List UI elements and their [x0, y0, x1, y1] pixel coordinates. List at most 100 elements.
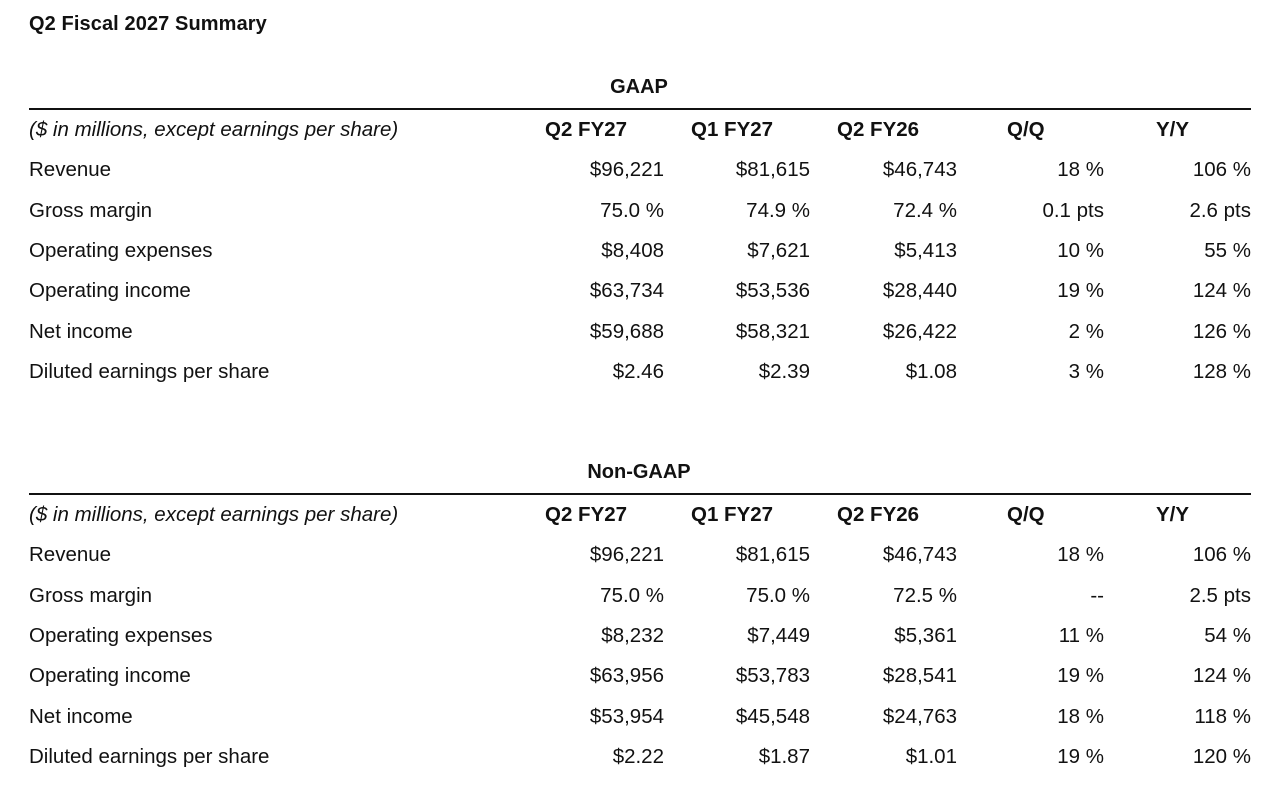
units-note: ($ in millions, except earnings per shar…	[29, 118, 399, 142]
table-row: Operating income $63,956 $53,783 $28,541 19 …	[29, 656, 1251, 696]
row-label: Diluted earnings per share	[29, 744, 270, 768]
column-header: Q2 FY27	[545, 503, 628, 527]
cell-value: 72.5 %	[893, 583, 957, 607]
row-label: Operating expenses	[29, 239, 213, 263]
cell-value: 0.1 pts	[1042, 198, 1104, 222]
cell-value: 120 %	[1192, 744, 1251, 768]
cell-value: $7,621	[747, 239, 810, 263]
cell-value: $46,743	[882, 543, 957, 567]
cell-value: $53,536	[735, 279, 810, 303]
cell-value: $28,440	[882, 279, 957, 303]
non-gaap-section: Non-GAAP ($ in millions, except earnings…	[29, 459, 1251, 777]
cell-value: 54 %	[1204, 624, 1251, 648]
cell-value: $24,763	[882, 704, 957, 728]
cell-value: 18 %	[1057, 543, 1104, 567]
cell-value: 118 %	[1194, 704, 1251, 728]
cell-value: $28,541	[882, 664, 957, 688]
column-header: Q1 FY27	[691, 118, 774, 142]
column-header: Q2 FY27	[545, 118, 628, 142]
cell-value: 19 %	[1057, 279, 1104, 303]
cell-value: $8,232	[601, 624, 664, 648]
non-gaap-divider	[29, 493, 1251, 495]
cell-value: 75.0 %	[600, 198, 664, 222]
row-label: Net income	[29, 319, 133, 343]
cell-value: $63,734	[589, 279, 664, 303]
table-row: Operating expenses $8,232 $7,449 $5,361 11 %…	[29, 616, 1251, 656]
non-gaap-title-text: Non-GAAP	[587, 461, 691, 483]
column-header: Y/Y	[1156, 503, 1190, 527]
row-label: Gross margin	[29, 198, 153, 222]
row-label: Operating income	[29, 279, 191, 303]
gaap-divider	[29, 108, 1251, 110]
cell-value: 128 %	[1192, 359, 1251, 383]
cell-value: $45,548	[735, 704, 810, 728]
cell-value: $1.01	[905, 744, 957, 768]
row-label: Diluted earnings per share	[29, 359, 270, 383]
cell-value: 124 %	[1192, 664, 1251, 688]
column-header: Y/Y	[1156, 118, 1190, 142]
gaap-table-body: Revenue $96,221 $81,615 $46,743 18 % 106 % Gro…	[29, 150, 1251, 392]
cell-value: 3 %	[1068, 359, 1104, 383]
cell-value: $81,615	[735, 543, 810, 567]
cell-value: $2.22	[612, 744, 664, 768]
table-row: Diluted earnings per share $2.46 $2.39 $1.0…	[29, 352, 1251, 392]
cell-value: 10 %	[1057, 239, 1104, 263]
row-label: Net income	[29, 704, 133, 728]
cell-value: $2.46	[612, 359, 664, 383]
cell-value: 72.4 %	[893, 198, 957, 222]
cell-value: 124 %	[1192, 279, 1251, 303]
cell-value: $7,449	[747, 624, 810, 648]
gaap-header-row: ($ in millions, except earnings per shar…	[29, 110, 1251, 150]
table-row: Diluted earnings per share $2.22 $1.87 $1.0…	[29, 737, 1251, 777]
column-header: Q/Q	[1007, 118, 1045, 142]
table-row: Operating expenses $8,408 $7,621 $5,413 10 %…	[29, 231, 1251, 271]
cell-value: $81,615	[735, 158, 810, 182]
row-label: Revenue	[29, 543, 112, 567]
column-header: Q2 FY26	[837, 118, 920, 142]
cell-value: $8,408	[601, 239, 664, 263]
table-row: Gross margin 75.0 % 75.0 % 72.5 % -- 2.5 pts	[29, 576, 1251, 616]
cell-value: $26,422	[882, 319, 957, 343]
cell-value: 19 %	[1057, 664, 1104, 688]
table-row: Revenue $96,221 $81,615 $46,743 18 % 106 %	[29, 150, 1251, 190]
cell-value: $1.87	[758, 744, 810, 768]
row-label: Revenue	[29, 158, 112, 182]
cell-value: $96,221	[589, 158, 664, 182]
cell-value: $2.39	[758, 359, 810, 383]
cell-value: 74.9 %	[746, 198, 810, 222]
row-label: Operating expenses	[29, 624, 213, 648]
non-gaap-section-title: Non-GAAP	[29, 459, 1251, 485]
cell-value: $46,743	[882, 158, 957, 182]
units-note: ($ in millions, except earnings per shar…	[29, 503, 399, 527]
cell-value: $63,956	[589, 664, 664, 688]
cell-value: $5,361	[894, 624, 957, 648]
column-header: Q2 FY26	[837, 503, 920, 527]
row-label: Gross margin	[29, 583, 153, 607]
row-label: Operating income	[29, 664, 191, 688]
cell-value: $58,321	[735, 319, 810, 343]
cell-value: $59,688	[589, 319, 664, 343]
page-title: Q2 Fiscal 2027 Summary	[29, 13, 267, 35]
table-row: Revenue $96,221 $81,615 $46,743 18 % 106 %	[29, 535, 1251, 575]
gaap-section: GAAP ($ in millions, except earnings per…	[29, 74, 1251, 392]
cell-value: 106 %	[1192, 543, 1251, 567]
table-row: Net income $59,688 $58,321 $26,422 2 % 126 %	[29, 311, 1251, 351]
cell-value: $1.08	[905, 359, 957, 383]
cell-value: 55 %	[1204, 239, 1251, 263]
non-gaap-table-body: Revenue $96,221 $81,615 $46,743 18 % 106 % Gro…	[29, 535, 1251, 777]
cell-value: $53,783	[735, 664, 810, 688]
gaap-title-text: GAAP	[610, 76, 668, 98]
cell-value: 2 %	[1068, 319, 1104, 343]
cell-value: 18 %	[1057, 704, 1104, 728]
gaap-table: ($ in millions, except earnings per shar…	[29, 110, 1251, 392]
table-row: Operating income $63,734 $53,536 $28,440 19 …	[29, 271, 1251, 311]
cell-value: 75.0 %	[746, 583, 810, 607]
cell-value: 19 %	[1057, 744, 1104, 768]
cell-value: 126 %	[1192, 319, 1251, 343]
gaap-section-title: GAAP	[29, 74, 1251, 100]
non-gaap-header-row: ($ in millions, except earnings per shar…	[29, 495, 1251, 535]
table-row: Gross margin 75.0 % 74.9 % 72.4 % 0.1 pts 2.6…	[29, 191, 1251, 231]
non-gaap-table: ($ in millions, except earnings per shar…	[29, 495, 1251, 777]
cell-value: $5,413	[894, 239, 957, 263]
